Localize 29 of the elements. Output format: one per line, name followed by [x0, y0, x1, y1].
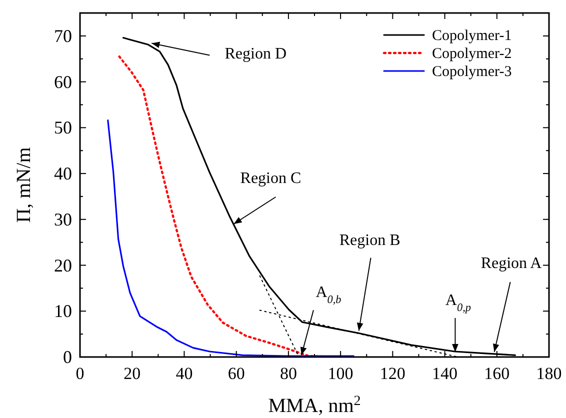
y-tick-label: 60 [54, 72, 72, 92]
annotation: Region A [480, 254, 542, 272]
x-axis-title: MMA, nm$^{2}$ [268, 394, 361, 417]
y-tick-label: 20 [54, 255, 72, 276]
legend-label: Copolymer-2 [432, 46, 512, 62]
legend-label: Copolymer-3 [432, 64, 512, 80]
y-tick-label: 50 [54, 118, 72, 138]
y-tick-label: 30 [54, 209, 72, 230]
x-tick-label: 180 [536, 364, 562, 383]
x-tick-label: 60 [228, 364, 245, 383]
x-tick-label: 160 [484, 364, 510, 383]
y-tick-label: 40 [54, 164, 72, 184]
annotation: Region D [224, 45, 287, 62]
annotation: Region C [240, 170, 302, 187]
y-tick-label: 70 [54, 26, 72, 46]
y-tick-label: 0 [63, 347, 72, 367]
x-tick-label: 140 [432, 364, 458, 383]
x-tick-label: 0 [76, 364, 84, 383]
x-tick-label: 20 [124, 364, 141, 383]
y-axis-title: Π, mN/m [13, 146, 35, 223]
x-tick-label: 100 [328, 364, 354, 383]
annotation: A$_{0,b}$ [316, 284, 342, 306]
y-tick-label: 10 [54, 301, 72, 322]
legend-label: Copolymer-1 [432, 28, 512, 44]
x-tick-label: 120 [380, 364, 406, 383]
annotation: A$_{0,p}$ [445, 292, 472, 314]
x-tick-label: 80 [280, 364, 297, 383]
annotation: Region B [339, 232, 400, 249]
x-tick-label: 40 [176, 364, 193, 383]
